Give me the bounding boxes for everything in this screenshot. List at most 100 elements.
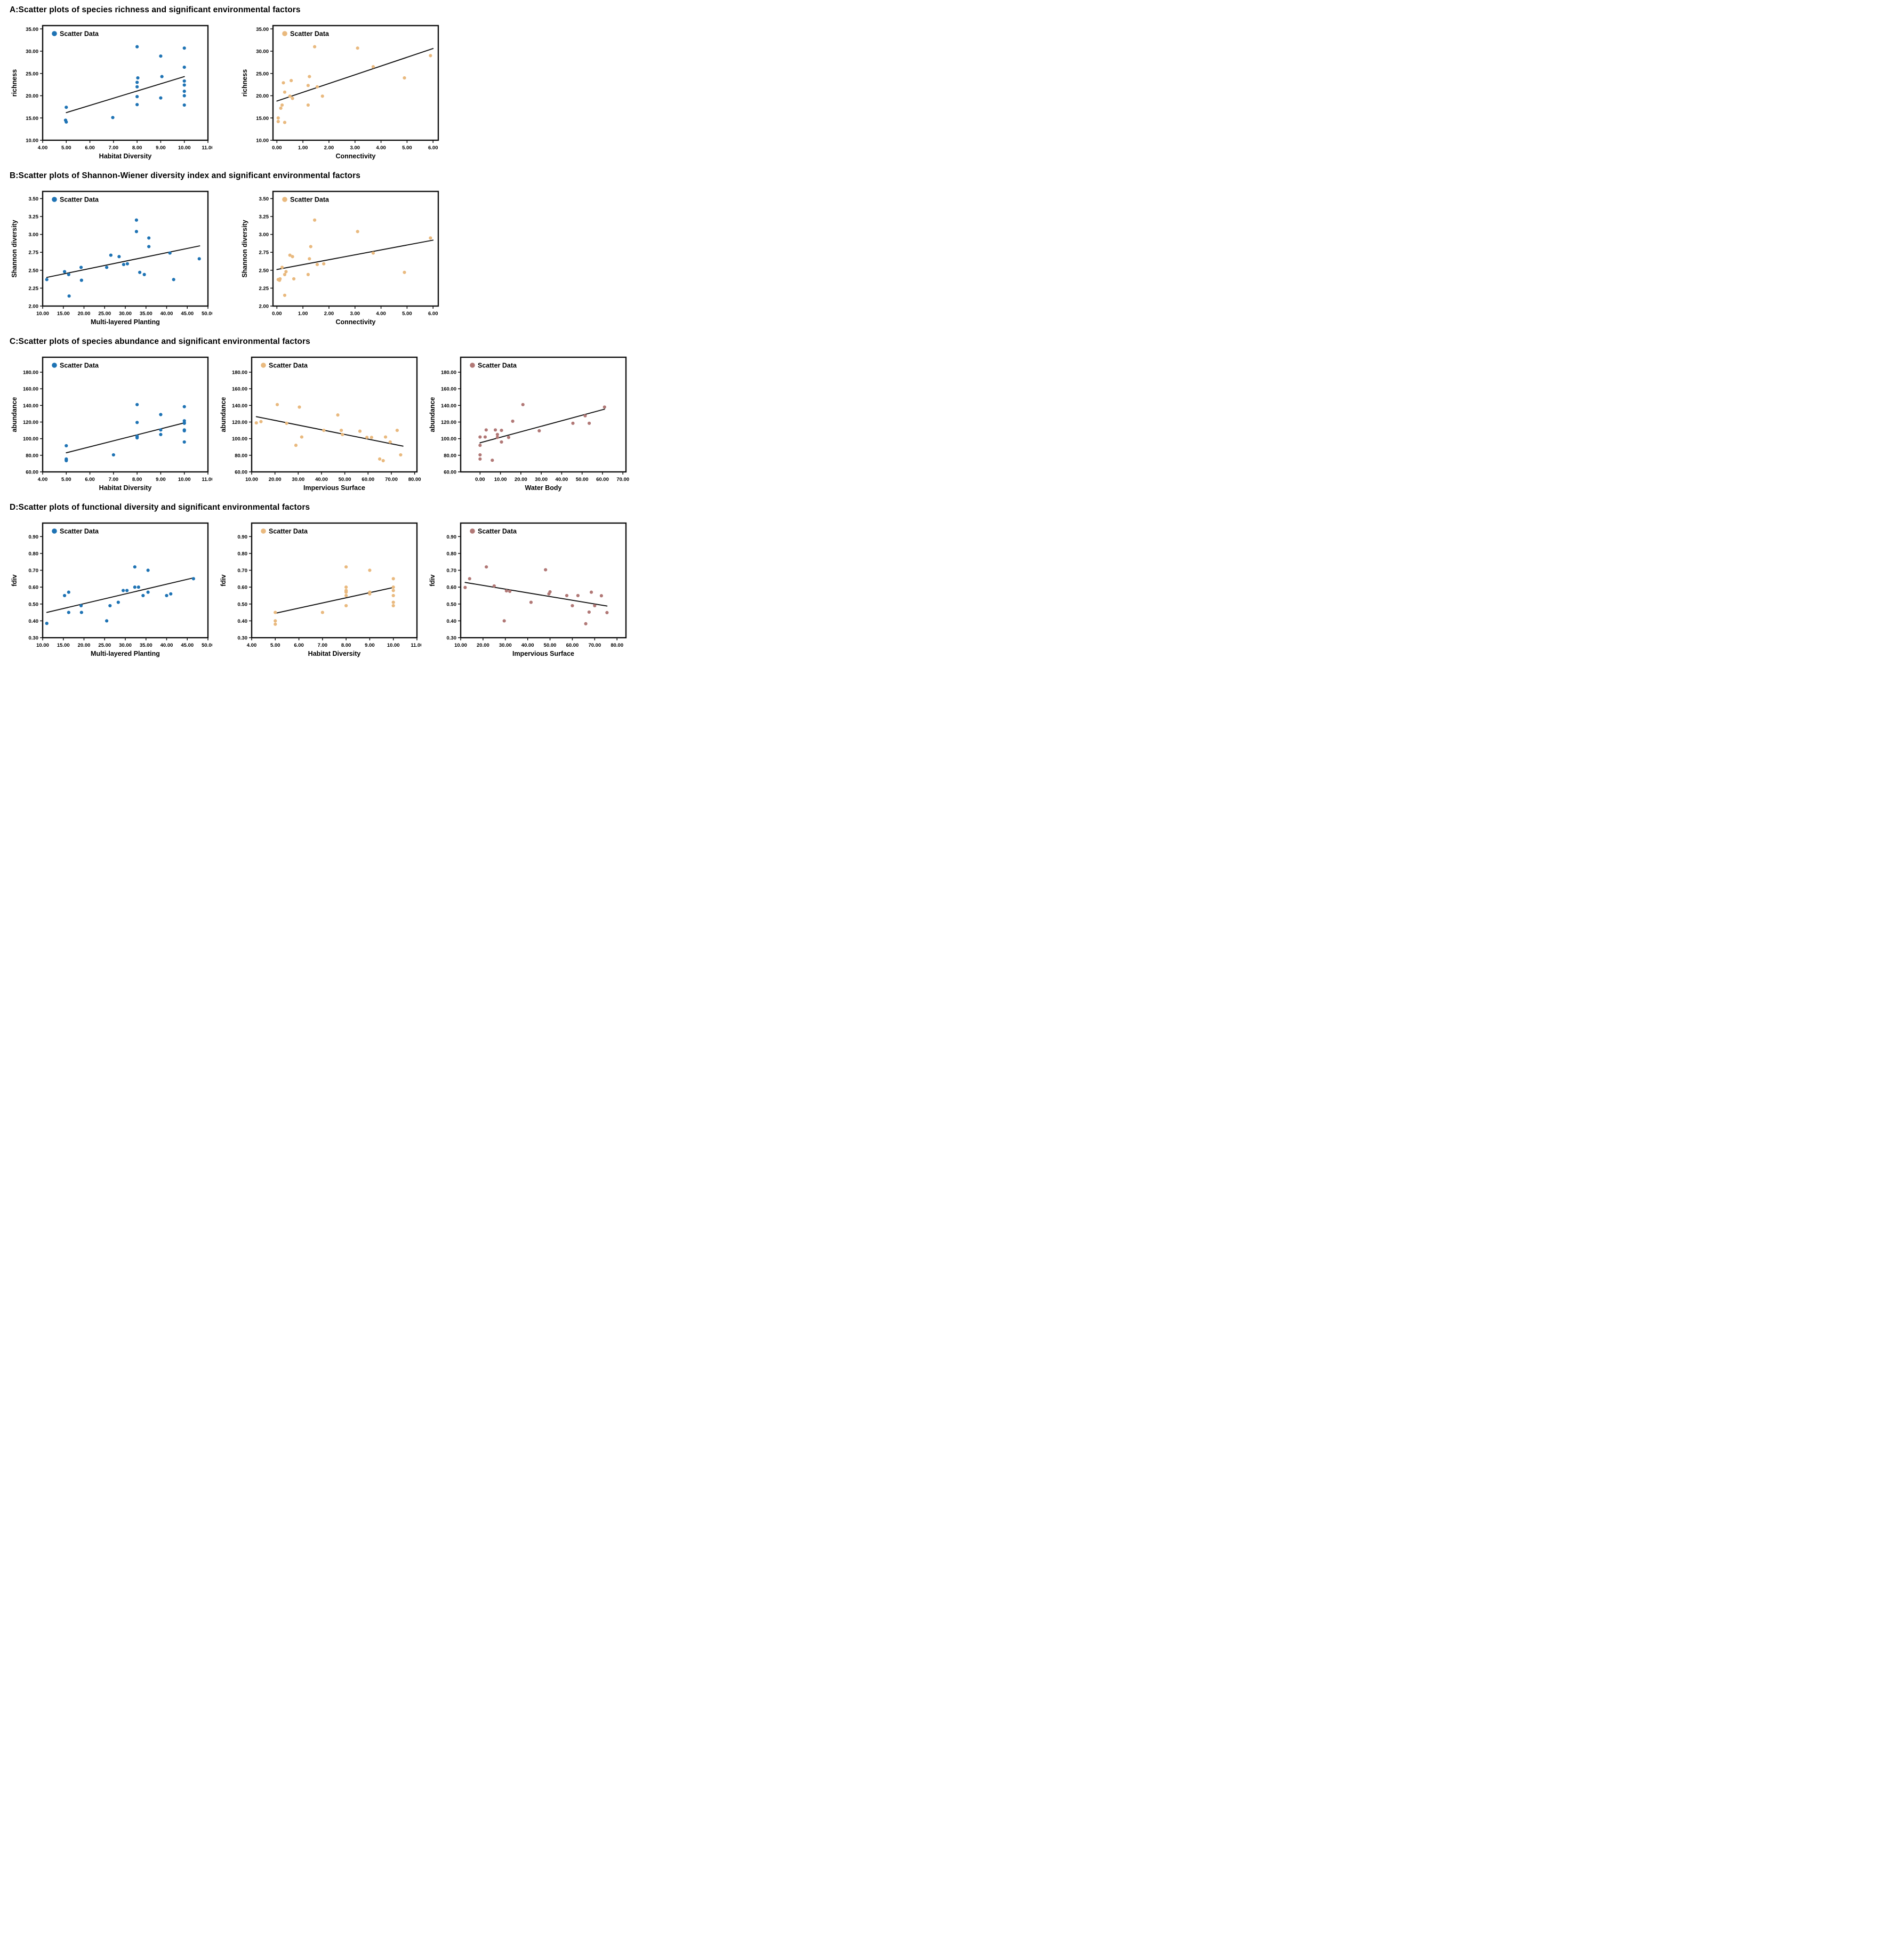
x-tick-label: 50.00: [339, 477, 351, 483]
x-tick-label: 50.00: [202, 643, 212, 648]
data-point: [529, 600, 533, 604]
section-a-row: 4.00 5.00 6.00 7.00 8.00 9.00 10.00 11.00 10.00 1…: [10, 20, 634, 168]
trend-line: [479, 408, 605, 444]
x-tick-label: 3.00: [350, 145, 360, 151]
y-axis-label: fdiv: [220, 574, 227, 586]
plot-frame: [42, 522, 209, 639]
trend-line: [276, 239, 434, 270]
x-tick-label: 0.00: [272, 311, 282, 317]
x-tick-label: 80.00: [408, 477, 421, 483]
data-point: [165, 593, 168, 598]
data-point: [368, 592, 372, 596]
y-axis-label: abundance: [429, 397, 436, 432]
y-tick-label: 160.00: [23, 387, 38, 392]
x-tick-label: 4.00: [38, 145, 48, 151]
plot-abundance-impervious-surface: 10.00 20.00 30.00 40.00 50.00 60.00 70.00 80.00…: [219, 352, 421, 500]
data-point: [371, 251, 375, 255]
data-point: [283, 90, 287, 94]
x-tick-label: 4.00: [376, 145, 386, 151]
x-tick-label: 45.00: [181, 643, 194, 648]
data-point: [125, 262, 129, 266]
data-point: [403, 270, 406, 274]
y-tick-label: 0.90: [447, 534, 457, 540]
y-tick-label: 180.00: [23, 370, 38, 376]
y-tick-label: 15.00: [26, 116, 38, 122]
data-point: [587, 610, 591, 614]
y-tick-label: 0.50: [238, 601, 248, 607]
scatter-fdiv-impervious-surface: 10.00 20.00 30.00 40.00 50.00 60.00 70.00 80.00…: [429, 522, 627, 657]
data-point: [589, 590, 593, 594]
data-point: [511, 419, 515, 423]
x-axis-label: Water Body: [525, 484, 562, 492]
x-tick-label: 30.00: [499, 643, 512, 648]
x-tick-label: 2.00: [324, 145, 334, 151]
x-tick-label: 11.00: [202, 145, 212, 151]
y-tick-label: 0.30: [29, 636, 39, 641]
y-tick-label: 3.00: [29, 232, 39, 238]
y-tick-label: 160.00: [441, 387, 456, 392]
y-tick-label: 120.00: [23, 420, 38, 425]
x-tick-label: 7.00: [109, 477, 119, 483]
scatter-abundance-habitat-diversity: 4.00 5.00 6.00 7.00 8.00 9.00 10.00 11.00 60.00 8…: [11, 356, 214, 492]
data-point: [344, 604, 348, 608]
data-point: [368, 568, 372, 572]
x-tick-label: 10.00: [494, 477, 507, 483]
data-point: [67, 590, 70, 594]
y-tick-label: 0.90: [29, 534, 39, 540]
data-point: [371, 65, 375, 69]
x-tick-label: 20.00: [477, 643, 489, 648]
x-tick-label: 20.00: [78, 311, 91, 317]
y-tick-label: 0.40: [238, 619, 248, 624]
y-tick-label: 140.00: [441, 403, 456, 409]
x-tick-label: 70.00: [385, 477, 398, 483]
plot-frame: [272, 190, 439, 307]
data-point: [383, 435, 388, 439]
x-tick-label: 10.00: [245, 477, 258, 483]
data-point: [160, 75, 164, 78]
data-point: [399, 453, 403, 457]
x-tick-label: 20.00: [515, 477, 527, 483]
data-point: [283, 272, 287, 276]
x-tick-label: 30.00: [535, 477, 548, 483]
y-tick-label: 140.00: [23, 403, 38, 409]
y-tick-label: 0.80: [447, 551, 457, 557]
data-point: [274, 622, 277, 626]
trend-line: [46, 245, 200, 278]
data-point: [182, 421, 186, 425]
data-point: [468, 577, 471, 581]
data-point: [159, 54, 163, 58]
trend-line: [255, 416, 404, 447]
trend-line: [275, 587, 394, 614]
y-tick-label: 25.00: [256, 71, 269, 77]
data-point: [278, 277, 282, 281]
y-tick-label: 10.00: [26, 138, 38, 144]
plot-richness-connectivity: 0.00 1.00 2.00 3.00 4.00 5.00 6.00 10.00 15.00 20…: [240, 20, 443, 168]
y-tick-label: 0.70: [29, 568, 39, 574]
data-point: [111, 453, 115, 457]
data-point: [315, 262, 319, 267]
data-point: [388, 440, 392, 444]
section-d-row: 10.00 15.00 20.00 25.00 30.00 35.00 40.00 45.00…: [10, 518, 634, 665]
y-tick-label: 3.25: [259, 214, 269, 220]
y-tick-label: 0.60: [238, 585, 248, 591]
data-point: [365, 436, 369, 439]
data-point: [146, 568, 150, 572]
x-axis-label: Impervious Surface: [303, 484, 365, 492]
legend-marker-icon: [470, 363, 475, 368]
data-point: [344, 593, 348, 598]
data-point: [182, 94, 186, 98]
y-tick-label: 0.50: [447, 601, 457, 607]
y-tick-label: 0.50: [29, 601, 39, 607]
data-point: [134, 218, 139, 222]
y-tick-label: 60.00: [235, 470, 247, 476]
y-axis-label: Shannon diversity: [11, 220, 18, 277]
y-tick-label: 0.30: [447, 636, 457, 641]
data-point: [141, 593, 145, 598]
data-point: [182, 429, 186, 432]
x-tick-label: 50.00: [544, 643, 557, 648]
scatter-richness-connectivity: 0.00 1.00 2.00 3.00 4.00 5.00 6.00 10.00 15.00 20…: [241, 25, 439, 160]
data-point: [381, 459, 385, 463]
y-tick-label: 20.00: [256, 93, 269, 99]
x-tick-label: 0.00: [272, 145, 282, 151]
data-point: [133, 585, 136, 589]
